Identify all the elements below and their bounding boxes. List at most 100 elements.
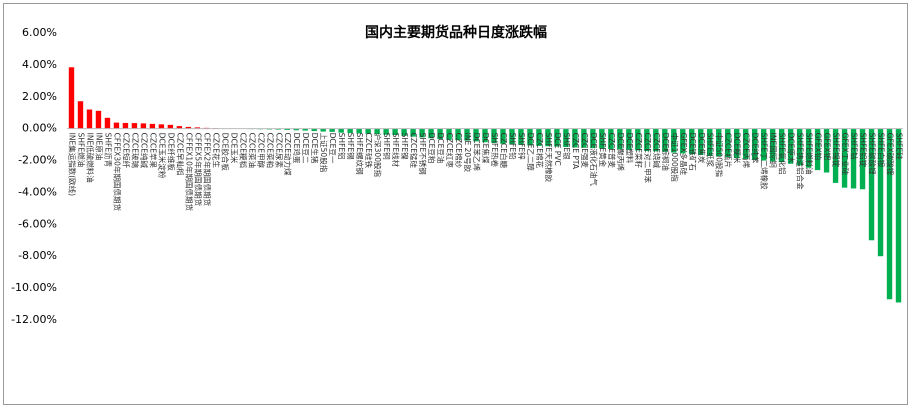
x-tick-label: SHFE锡 bbox=[346, 133, 355, 160]
bar bbox=[644, 128, 650, 151]
x-tick-label: DCE焦煤 bbox=[481, 133, 491, 164]
y-tick-label: -12.00% bbox=[11, 313, 57, 326]
x-tick-label: CZCE白糖 bbox=[499, 133, 509, 169]
x-tick-label: DCE玉米淀粉 bbox=[157, 133, 167, 179]
x-tick-label: INE国际铜 bbox=[769, 133, 779, 168]
bar bbox=[635, 128, 641, 151]
bar bbox=[329, 128, 335, 132]
x-tick-label: DCE焦炭 bbox=[697, 133, 707, 164]
bar bbox=[877, 128, 884, 257]
bar bbox=[446, 128, 452, 140]
bar bbox=[104, 117, 111, 129]
bar bbox=[805, 128, 812, 168]
x-tick-label: GFEX多晶硅 bbox=[679, 133, 689, 176]
bar bbox=[626, 128, 632, 150]
x-tick-label: CZCE对二甲苯 bbox=[643, 133, 653, 184]
y-tick-label: 6.00% bbox=[22, 26, 57, 39]
bar bbox=[787, 128, 794, 164]
x-tick-label: CZCE早籼稻 bbox=[175, 133, 185, 176]
x-tick-label: SHFE铝锭 bbox=[859, 133, 869, 168]
x-tick-label: SHFE锡锭 bbox=[832, 133, 842, 168]
y-tick-label: 0.00% bbox=[22, 122, 57, 135]
bar bbox=[895, 128, 902, 303]
x-tick-label: DCE粳米 bbox=[733, 133, 743, 164]
bar bbox=[599, 128, 605, 149]
x-tick-label: 沪深300股指 bbox=[373, 133, 383, 178]
bar bbox=[464, 128, 470, 141]
bar bbox=[122, 122, 129, 129]
y-tick-label: -2.00% bbox=[18, 154, 57, 167]
x-tick-label: DCE乙二醇 bbox=[526, 133, 536, 172]
x-tick-label: GFEX铂 bbox=[814, 133, 824, 161]
bar bbox=[617, 128, 623, 150]
bar bbox=[410, 128, 416, 137]
bar bbox=[320, 128, 326, 132]
bar bbox=[769, 128, 776, 162]
x-tick-label: SHFE钴 bbox=[850, 133, 860, 160]
bar bbox=[140, 123, 147, 129]
x-tick-label: SHFE氧化铝 bbox=[778, 133, 788, 175]
x-tick-label: SHFE镍 bbox=[400, 133, 410, 160]
x-tick-label: SHFE硅 bbox=[895, 133, 905, 160]
x-tick-label: DCE聚丙烯 bbox=[616, 133, 626, 172]
x-tick-label: SHFE铜 bbox=[382, 133, 392, 160]
y-tick-label: -6.00% bbox=[18, 217, 57, 230]
bar bbox=[751, 128, 758, 160]
bar bbox=[527, 128, 533, 146]
x-tick-label: INE低硫燃料油 bbox=[85, 133, 95, 183]
bar bbox=[581, 128, 587, 148]
x-tick-label: CZCE玻璃 bbox=[130, 133, 140, 169]
x-tick-label: DCE棕榈油 bbox=[661, 133, 671, 171]
bar bbox=[653, 128, 659, 152]
bar bbox=[832, 128, 839, 183]
x-tick-label: DCE生猪 bbox=[310, 133, 320, 164]
bar bbox=[302, 128, 308, 131]
x-tick-label: CZCE甲醇 bbox=[256, 133, 266, 169]
bar bbox=[725, 128, 731, 158]
x-tick-label: DCE豆油 bbox=[436, 133, 446, 164]
bar bbox=[311, 128, 317, 132]
bar bbox=[742, 128, 749, 159]
x-tick-label: SHFE白银 bbox=[877, 133, 887, 168]
bar bbox=[158, 124, 165, 129]
y-tick-label: -4.00% bbox=[18, 185, 57, 198]
chart-title: 国内主要期货品种日度涨跌幅 bbox=[365, 24, 547, 41]
bar bbox=[590, 128, 596, 149]
bar bbox=[760, 128, 767, 161]
bar bbox=[482, 128, 488, 143]
x-tick-label: SHFE锌 bbox=[517, 133, 527, 160]
bar bbox=[689, 128, 695, 155]
bar bbox=[707, 128, 713, 156]
bar bbox=[194, 127, 201, 129]
x-tick-label: INE集运指数(欧线) bbox=[67, 133, 77, 196]
x-tick-label: DCE苯乙烯 bbox=[472, 133, 482, 172]
bar bbox=[554, 128, 560, 147]
x-tick-label: SHFE铅 bbox=[508, 133, 518, 160]
x-tick-label: CZCE尿素 bbox=[274, 133, 284, 169]
x-tick-label: CZCE菜籽 bbox=[634, 133, 644, 169]
x-tick-label: SHFE线材 bbox=[391, 133, 401, 168]
bar bbox=[419, 128, 425, 138]
x-tick-label: CZCE丙烯 bbox=[742, 133, 752, 169]
bar bbox=[347, 128, 353, 134]
x-tick-label: GFEX工业硅 bbox=[841, 133, 851, 176]
bar bbox=[868, 128, 875, 241]
bar bbox=[671, 128, 677, 153]
bar bbox=[814, 128, 821, 171]
bar bbox=[796, 128, 803, 166]
x-tick-label: SHFE纸浆 bbox=[706, 133, 716, 168]
bar bbox=[734, 128, 740, 159]
bar bbox=[131, 123, 138, 129]
x-tick-label: SHFE铝 bbox=[337, 133, 347, 160]
bar bbox=[859, 128, 866, 190]
x-tick-label: SHFE沥青 bbox=[103, 133, 113, 168]
x-tick-label: CFFEX2年期国债期货 bbox=[202, 133, 212, 207]
bar bbox=[95, 110, 102, 129]
x-tick-label: DCE鸡蛋 bbox=[292, 133, 302, 164]
bar bbox=[338, 128, 344, 133]
bar bbox=[572, 128, 578, 148]
bar bbox=[149, 123, 156, 129]
x-tick-label: CZCE锰硅 bbox=[409, 133, 419, 169]
bar bbox=[437, 128, 443, 140]
x-tick-label: SHFE天然橡胶 bbox=[544, 133, 554, 183]
